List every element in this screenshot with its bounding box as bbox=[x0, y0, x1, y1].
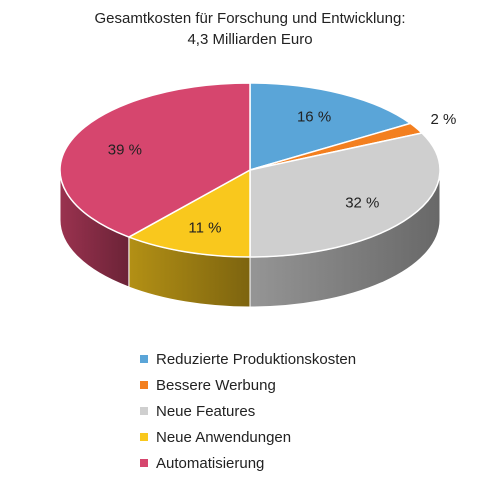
pie-sides bbox=[59, 169, 441, 308]
legend-item-reduzierte-produktionskosten[interactable]: Reduzierte Produktionskosten bbox=[140, 346, 356, 372]
pie-slice-0[interactable] bbox=[249, 82, 412, 171]
data-label-1: 2 % bbox=[430, 111, 456, 128]
data-label-2: 32 % bbox=[345, 195, 379, 212]
data-label-0: 16 % bbox=[297, 109, 331, 126]
legend-swatch bbox=[140, 407, 148, 415]
legend-item-neue-features[interactable]: Neue Features bbox=[140, 398, 356, 424]
legend-label: Neue Anwendungen bbox=[156, 428, 292, 446]
legend-item-automatisierung[interactable]: Automatisierung bbox=[140, 450, 356, 476]
legend-swatch bbox=[140, 381, 148, 389]
legend-item-bessere-werbung[interactable]: Bessere Werbung bbox=[140, 372, 356, 398]
chart-title: Gesamtkosten für Forschung und Entwicklu… bbox=[0, 8, 500, 50]
data-label-3: 11 % bbox=[188, 219, 221, 236]
data-label-4: 39 % bbox=[108, 141, 142, 158]
chart-title-line-1: Gesamtkosten für Forschung und Entwicklu… bbox=[94, 10, 406, 27]
pie-slice-4[interactable] bbox=[59, 82, 251, 238]
pie-top bbox=[59, 82, 441, 258]
legend-swatch bbox=[140, 355, 148, 363]
legend-swatch bbox=[140, 433, 148, 441]
legend-label: Reduzierte Produktionskosten bbox=[156, 350, 357, 368]
legend-item-neue-anwendungen[interactable]: Neue Anwendungen bbox=[140, 424, 356, 450]
legend-swatch bbox=[140, 459, 148, 467]
legend-label: Neue Features bbox=[156, 402, 256, 420]
legend: Reduzierte Produktionskosten Bessere Wer… bbox=[140, 346, 356, 476]
chart-title-line-2: 4,3 Milliarden Euro bbox=[187, 31, 313, 48]
legend-label: Bessere Werbung bbox=[156, 376, 276, 394]
pie-slice-2[interactable] bbox=[249, 132, 441, 258]
pie-labels: 16 % 2 % 32 % 11 % 39 % bbox=[108, 109, 457, 237]
legend-label: Automatisierung bbox=[156, 454, 265, 472]
pie-slice-3[interactable] bbox=[128, 169, 251, 258]
